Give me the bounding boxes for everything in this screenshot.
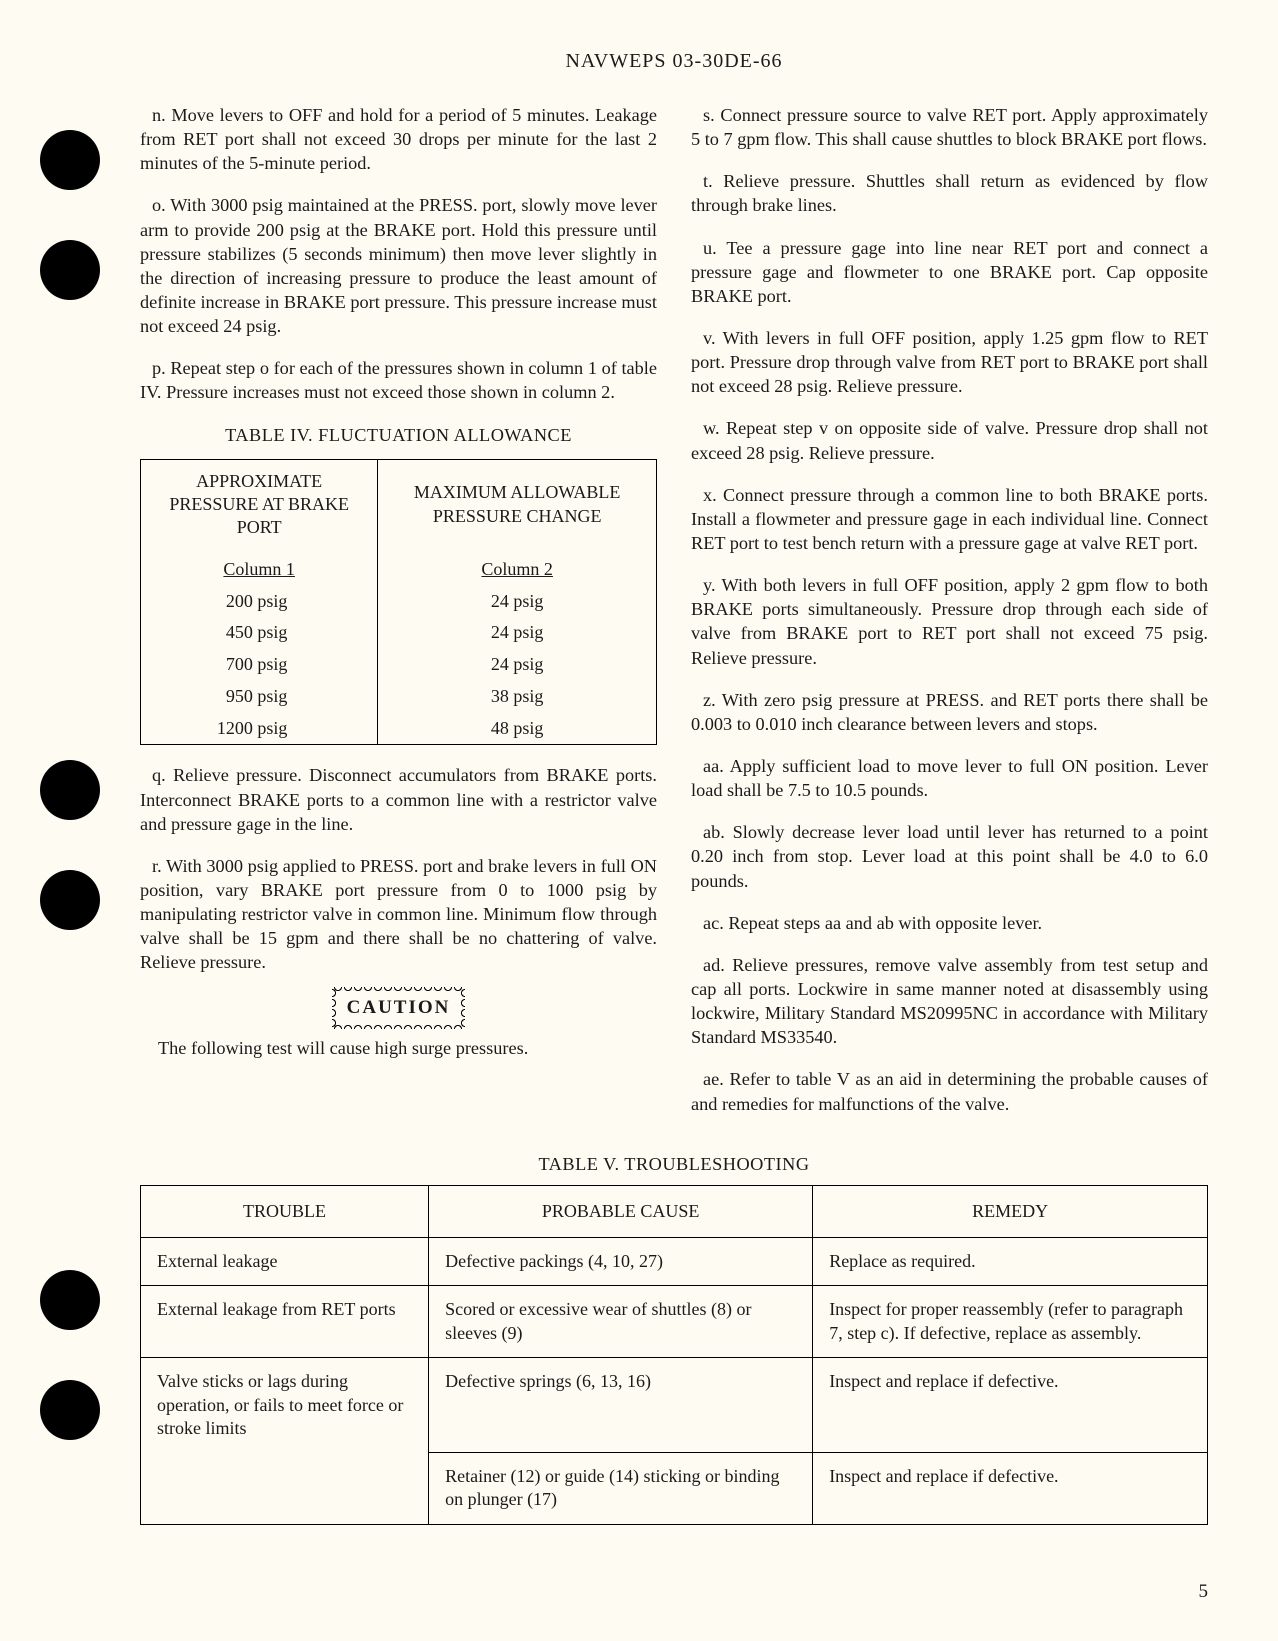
step-p: p. Repeat step o for each of the pressur… — [140, 356, 657, 404]
step-x: x. Connect pressure through a common lin… — [691, 483, 1208, 555]
table5-head-remedy: REMEDY — [813, 1185, 1208, 1237]
step-ac: ac. Repeat steps aa and ab with opposite… — [691, 911, 1208, 935]
table5-cell: Replace as required. — [813, 1238, 1208, 1286]
left-column: n. Move levers to OFF and hold for a per… — [140, 103, 657, 1134]
table4-cell: 38 psig — [378, 681, 657, 713]
punch-hole-icon — [40, 240, 100, 300]
table4-fluctuation-allowance: APPROXIMATE PRESSURE AT BRAKE PORT MAXIM… — [140, 459, 657, 746]
table4-row: 200 psig 24 psig — [141, 586, 657, 618]
step-ab: ab. Slowly decrease lever load until lev… — [691, 820, 1208, 892]
table5-cell — [141, 1452, 429, 1524]
table4-cell: 1200 psig — [141, 713, 378, 745]
step-s: s. Connect pressure source to valve RET … — [691, 103, 1208, 151]
step-v: v. With levers in full OFF position, app… — [691, 326, 1208, 398]
punch-hole-icon — [40, 1270, 100, 1330]
table5-row: Valve sticks or lags during operation, o… — [141, 1358, 1208, 1453]
table5-troubleshooting: TROUBLE PROBABLE CAUSE REMEDY External l… — [140, 1185, 1208, 1525]
table5-cell: Inspect for proper reassembly (refer to … — [813, 1286, 1208, 1358]
table5-cell: External leakage from RET ports — [141, 1286, 429, 1358]
table5-row: Retainer (12) or guide (14) sticking or … — [141, 1452, 1208, 1524]
step-u: u. Tee a pressure gage into line near RE… — [691, 236, 1208, 308]
table5-cell: Inspect and replace if defective. — [813, 1358, 1208, 1453]
caution-block: CAUTION — [140, 992, 657, 1023]
table5-head-trouble: TROUBLE — [141, 1185, 429, 1237]
step-ad: ad. Relieve pressures, remove valve asse… — [691, 953, 1208, 1050]
table5-row: External leakage from RET ports Scored o… — [141, 1286, 1208, 1358]
page-number: 5 — [1199, 1581, 1209, 1603]
table4-row: 700 psig 24 psig — [141, 649, 657, 681]
table5-head-cause: PROBABLE CAUSE — [429, 1185, 813, 1237]
punch-hole-icon — [40, 130, 100, 190]
table4-row: 950 psig 38 psig — [141, 681, 657, 713]
caution-label: CAUTION — [337, 992, 461, 1023]
caution-text: The following test will cause high surge… — [158, 1036, 639, 1060]
punch-hole-icon — [40, 870, 100, 930]
table5-cell: Valve sticks or lags during operation, o… — [141, 1358, 429, 1453]
table4-colhead-c1: Column 1 — [141, 550, 378, 586]
table4-cell: 950 psig — [141, 681, 378, 713]
step-n: n. Move levers to OFF and hold for a per… — [140, 103, 657, 175]
table4-row: 450 psig 24 psig — [141, 617, 657, 649]
step-q: q. Relieve pressure. Disconnect accumula… — [140, 763, 657, 835]
table5-cell: Defective packings (4, 10, 27) — [429, 1238, 813, 1286]
table4-title: TABLE IV. FLUCTUATION ALLOWANCE — [140, 423, 657, 447]
step-ae: ae. Refer to table V as an aid in determ… — [691, 1067, 1208, 1115]
table5-cell: External leakage — [141, 1238, 429, 1286]
document-header: NAVWEPS 03-30DE-66 — [140, 50, 1208, 73]
table4-cell: 200 psig — [141, 586, 378, 618]
table4-row: 1200 psig 48 psig — [141, 713, 657, 745]
step-o: o. With 3000 psig maintained at the PRES… — [140, 193, 657, 338]
punch-hole-icon — [40, 1380, 100, 1440]
table5-cell: Defective springs (6, 13, 16) — [429, 1358, 813, 1453]
table5-row: External leakage Defective packings (4, … — [141, 1238, 1208, 1286]
table5-title: TABLE V. TROUBLESHOOTING — [140, 1154, 1208, 1175]
table5-cell: Inspect and replace if defective. — [813, 1452, 1208, 1524]
table4-cell: 24 psig — [378, 617, 657, 649]
step-r: r. With 3000 psig applied to PRESS. port… — [140, 854, 657, 975]
step-aa: aa. Apply sufficient load to move lever … — [691, 754, 1208, 802]
step-y: y. With both levers in full OFF position… — [691, 573, 1208, 670]
table4-colhead-c2: Column 2 — [378, 550, 657, 586]
table4-cell: 700 psig — [141, 649, 378, 681]
document-page: NAVWEPS 03-30DE-66 n. Move levers to OFF… — [0, 0, 1278, 1641]
table4-cell: 24 psig — [378, 586, 657, 618]
body-columns: n. Move levers to OFF and hold for a per… — [140, 103, 1208, 1134]
right-column: s. Connect pressure source to valve RET … — [691, 103, 1208, 1134]
table4-cell: 450 psig — [141, 617, 378, 649]
step-t: t. Relieve pressure. Shuttles shall retu… — [691, 169, 1208, 217]
table5-cell: Retainer (12) or guide (14) sticking or … — [429, 1452, 813, 1524]
punch-hole-icon — [40, 760, 100, 820]
step-w: w. Repeat step v on opposite side of val… — [691, 416, 1208, 464]
table4-cell: 24 psig — [378, 649, 657, 681]
table4-head-c1: APPROXIMATE PRESSURE AT BRAKE PORT — [141, 459, 378, 550]
table4-cell: 48 psig — [378, 713, 657, 745]
step-z: z. With zero psig pressure at PRESS. and… — [691, 688, 1208, 736]
table4-head-c2: MAXIMUM ALLOWABLE PRESSURE CHANGE — [378, 459, 657, 550]
table5-cell: Scored or excessive wear of shuttles (8)… — [429, 1286, 813, 1358]
